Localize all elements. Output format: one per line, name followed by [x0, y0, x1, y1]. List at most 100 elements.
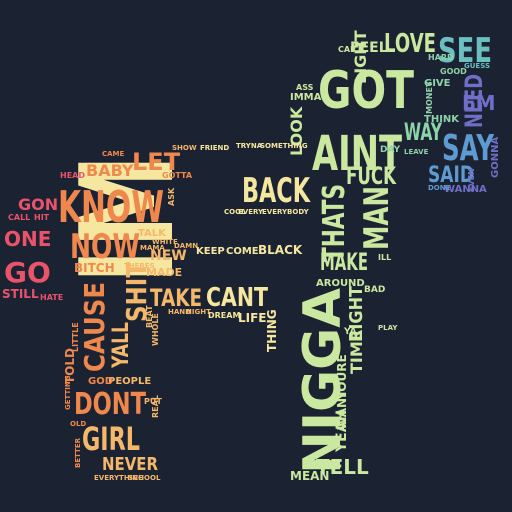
word-im: IM [54, 154, 203, 284]
word-call: CALL [8, 213, 30, 222]
word-theres: THERES [124, 262, 155, 270]
word-put: PUT [144, 397, 162, 406]
word-feel: FEEL [350, 40, 388, 56]
word-old: OLD [70, 420, 86, 428]
word-come: COME [226, 246, 259, 257]
word-light: LIGHT [351, 30, 370, 84]
word-let: LET [132, 148, 181, 176]
word-time: TIME [347, 330, 366, 374]
word-made: MADE [146, 266, 182, 279]
word-everybody: EVERYBODY [262, 208, 310, 216]
word-friend: FRIEND [200, 144, 229, 152]
word-now: NOW [70, 227, 140, 267]
word-around: AROUND [316, 278, 365, 289]
word-real: REAL [151, 395, 160, 418]
word-youre: YOURE [335, 354, 349, 401]
word-one: ONE [4, 227, 51, 251]
word-man: MAN [357, 186, 397, 250]
word-every: EVERY [238, 208, 264, 216]
word-day: DAY [380, 145, 401, 155]
word-leave: LEAVE [404, 148, 429, 156]
word-yall: YALL [109, 322, 134, 369]
word-keep: KEEP [196, 246, 225, 257]
word-aint: AINT [312, 126, 402, 182]
word-mama: MAMA [140, 244, 165, 252]
word-said: SAID [428, 163, 474, 188]
word-bitch: BITCH [74, 261, 115, 275]
word-cause: CAUSE [78, 282, 111, 372]
word-dont: DONT [74, 387, 146, 422]
word-life: LIFE [238, 311, 267, 325]
word-want: WANT [335, 389, 349, 430]
word-car: CAR [338, 45, 356, 54]
word-nigga: NIGGA [293, 288, 353, 474]
word-whole: WHOLE [151, 313, 160, 346]
word-talk: TALK [138, 228, 167, 239]
word-show: SHOW [172, 144, 197, 152]
word-ya: YA [343, 327, 357, 337]
word-right: RIGHT [346, 285, 367, 342]
word-ask: ASK [167, 187, 176, 206]
word-gon: GON [18, 195, 58, 214]
word-girl: GIRL [82, 420, 140, 458]
word-thing: THING [265, 309, 279, 352]
word-shit: SHIT [120, 262, 153, 322]
word-hate: HATE [40, 293, 63, 302]
word-thats: THATS [317, 184, 352, 262]
word-head: HEAD [60, 171, 85, 180]
word-ass: ASS [296, 83, 314, 92]
word-people: PEOPLE [108, 376, 151, 387]
word-night: NIGHT [186, 308, 211, 316]
word-give: GIVE [424, 78, 451, 89]
word-came: CAME [102, 150, 125, 158]
word-dream: DREAM [208, 311, 240, 320]
word-everything: EVERYTHING [94, 474, 144, 482]
word-wanna: WANNA [444, 184, 487, 195]
word-still: STILL [2, 287, 39, 301]
word-see: SEE [438, 31, 492, 71]
word-guess: GUESS [464, 62, 490, 70]
word-tryna: TRYNA [236, 142, 263, 150]
word-getting: GETTING [64, 375, 72, 410]
word-cool: COOL [224, 208, 246, 216]
word-way: WAY [404, 118, 442, 146]
word-baby: BABY [86, 161, 134, 180]
word-hit: HIT [34, 213, 50, 222]
word-even: EVEN [467, 168, 476, 192]
word-god: GOD [88, 376, 113, 387]
word-ill: ILL [378, 253, 391, 262]
word-hand: HAND [168, 308, 191, 316]
word-need: NEED [460, 74, 488, 128]
word-think: THINK [424, 114, 460, 125]
word-fuck: FUCK [346, 162, 397, 190]
word-told: TOLD [63, 348, 77, 384]
word-good: GOOD [440, 67, 467, 76]
word-say: SAY [442, 128, 495, 169]
word-done: DONE [428, 184, 451, 192]
word-imma: IMMA [290, 92, 322, 103]
word-love: LOVE [384, 29, 436, 59]
word-take: TAKE [150, 284, 202, 312]
word-tell: TELL [316, 455, 369, 479]
word-beat: BEAT [145, 305, 154, 328]
word-damn: DAMN [174, 242, 198, 250]
word-better: BETTER [74, 437, 82, 468]
word-bad: BAD [364, 285, 385, 295]
word-little: LITTLE [71, 322, 80, 352]
word-hard: HARD [428, 53, 454, 62]
word-know: KNOW [58, 182, 164, 233]
word-yeah: YEAH [334, 410, 350, 453]
word-new: NEW [150, 248, 187, 264]
word-got: GOT [318, 61, 414, 121]
word-black: BLACK [258, 243, 303, 257]
word-look: LOOK [287, 106, 306, 156]
word-gonna: GONNA [490, 137, 501, 178]
word-gotta: GOTTA [162, 171, 193, 180]
word-go: GO [4, 256, 51, 289]
word-never: NEVER [102, 454, 158, 475]
word-school: SCHOOL [128, 474, 161, 482]
word-mean: MEAN [290, 469, 329, 483]
word-back: BACK [242, 171, 311, 211]
